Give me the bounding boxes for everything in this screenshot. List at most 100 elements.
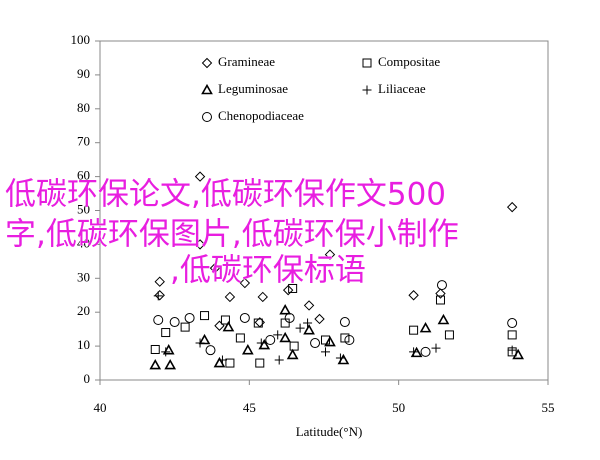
y-tick-label: 30: [77, 269, 90, 284]
marker: [295, 323, 305, 333]
marker: [265, 334, 276, 345]
watermark-text: 低碳环保论文,低碳环保作文500: [5, 177, 446, 213]
marker: [507, 318, 518, 329]
y-tick-label: 60: [77, 168, 90, 183]
marker: [258, 338, 271, 350]
marker: [409, 347, 419, 357]
marker: [444, 330, 454, 340]
marker: [162, 344, 175, 355]
legend-label: Chenopodiaceae: [218, 108, 304, 123]
marker: [284, 312, 295, 323]
marker: [512, 348, 525, 360]
marker: [282, 284, 294, 296]
marker: [409, 325, 419, 335]
marker: [214, 320, 225, 331]
marker: [209, 262, 221, 274]
marker: [437, 313, 450, 325]
x-tick-label: 50: [392, 400, 405, 415]
marker: [149, 358, 162, 370]
marker: [274, 355, 284, 365]
marker: [239, 277, 251, 289]
legend-label: Compositae: [378, 54, 440, 69]
marker: [169, 317, 180, 328]
marker: [435, 288, 446, 299]
marker: [436, 280, 447, 291]
marker: [225, 358, 235, 368]
marker: [154, 290, 165, 301]
marker: [154, 276, 165, 287]
marker: [217, 355, 227, 365]
marker: [184, 312, 195, 323]
marker: [255, 358, 265, 368]
legend-marker: [202, 112, 212, 122]
legend-label: Gramineae: [218, 54, 275, 69]
marker: [324, 335, 336, 347]
legend-marker: [201, 83, 213, 95]
marker: [435, 295, 445, 305]
marker: [279, 331, 292, 343]
marker: [344, 334, 355, 345]
marker: [150, 344, 160, 354]
marker: [314, 313, 325, 325]
y-tick-label: 10: [77, 337, 90, 352]
marker: [161, 328, 171, 338]
marker: [256, 338, 266, 348]
x-axis-title: Latitude(°N): [296, 424, 363, 439]
marker: [153, 314, 164, 325]
marker: [408, 290, 419, 301]
marker: [507, 345, 517, 355]
legend-label: Leguminosae: [218, 81, 288, 96]
y-tick-label: 80: [77, 100, 90, 115]
marker: [303, 324, 315, 335]
legend-marker: [362, 58, 372, 68]
watermark-text: ,低碳环保标语: [170, 253, 366, 289]
y-tick-label: 70: [77, 134, 90, 149]
marker: [506, 201, 518, 213]
legend-label: Liliaceae: [378, 81, 426, 96]
marker: [303, 318, 313, 328]
marker: [235, 333, 245, 343]
marker: [310, 338, 321, 349]
marker: [320, 347, 330, 357]
y-tick-label: 20: [77, 303, 90, 318]
marker: [324, 249, 336, 260]
marker: [335, 353, 345, 363]
marker: [200, 311, 210, 321]
y-tick-label: 40: [77, 235, 90, 250]
marker: [253, 318, 263, 328]
marker: [222, 320, 235, 332]
marker: [286, 348, 299, 360]
marker: [241, 344, 254, 355]
marker: [164, 358, 177, 370]
marker: [224, 291, 236, 303]
marker: [288, 283, 298, 293]
marker: [279, 304, 292, 315]
legend-marker: [362, 85, 372, 95]
y-tick-label: 100: [71, 32, 91, 47]
marker: [161, 347, 171, 357]
marker: [339, 317, 350, 328]
marker: [257, 291, 268, 303]
marker: [431, 343, 441, 353]
legend-marker: [201, 57, 213, 69]
marker: [205, 345, 216, 356]
marker: [289, 341, 299, 351]
y-tick-label: 50: [77, 201, 90, 216]
watermark-text: 字,低碳环保图片,低碳环保小制作: [5, 217, 459, 253]
marker: [337, 353, 350, 365]
marker: [507, 330, 517, 340]
y-tick-label: 90: [77, 66, 90, 81]
marker: [194, 239, 206, 250]
marker: [198, 333, 211, 345]
marker: [195, 338, 205, 348]
marker: [220, 315, 230, 325]
marker: [419, 322, 432, 333]
x-tick-label: 40: [94, 400, 107, 415]
marker: [239, 312, 250, 323]
y-tick-label: 0: [84, 371, 91, 386]
marker: [273, 330, 283, 340]
marker: [303, 300, 315, 311]
marker: [213, 356, 226, 368]
marker: [280, 318, 290, 328]
